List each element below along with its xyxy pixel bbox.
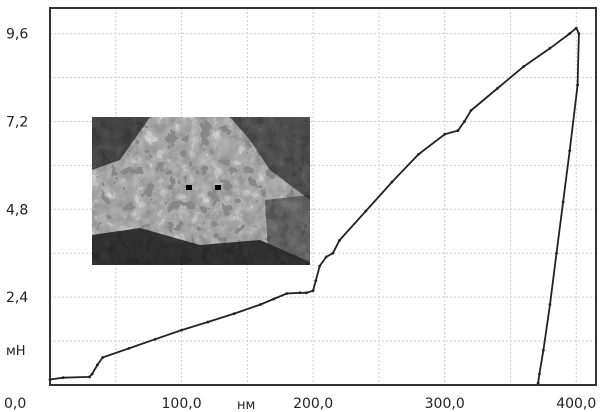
x-axis-unit-label: нм: [237, 398, 255, 412]
data-point: [541, 348, 545, 352]
data-point: [548, 46, 552, 50]
data-point: [574, 26, 578, 30]
data-point: [568, 149, 572, 153]
data-point: [364, 209, 368, 213]
x-tick-label: 400,0: [556, 396, 596, 412]
data-point: [390, 180, 394, 184]
data-point: [456, 129, 460, 133]
y-tick-label: 4,8: [6, 202, 28, 218]
micrograph-image: [92, 117, 310, 265]
axis-labels: 2,4 4,8 7,2 9,6 0,0 100,0 200,0 300,0 400,0: [4, 27, 596, 412]
x-tick-label: 200,0: [293, 396, 333, 412]
data-point: [463, 120, 466, 123]
data-point: [232, 312, 236, 316]
data-point: [416, 153, 420, 156]
data-point: [561, 200, 565, 204]
data-point: [88, 375, 91, 379]
y-tick-label: 2,4: [6, 290, 28, 306]
data-point: [577, 32, 581, 36]
data-point: [127, 346, 131, 350]
data-point: [90, 372, 94, 376]
data-point: [153, 337, 157, 341]
data-point: [285, 292, 289, 295]
data-point: [555, 251, 558, 255]
x-tick-label: 0,0: [4, 396, 26, 412]
x-tick-label: 300,0: [425, 396, 465, 412]
plot-frame: [49, 7, 597, 386]
data-point: [495, 87, 499, 90]
data-point: [305, 291, 308, 295]
x-tick-label: 100,0: [162, 396, 202, 412]
data-point: [576, 83, 579, 87]
data-point: [61, 376, 65, 380]
data-point: [331, 251, 335, 255]
data-point: [101, 356, 105, 359]
data-point: [538, 372, 541, 376]
data-point: [206, 320, 210, 324]
y-tick-label: 7,2: [6, 114, 28, 130]
data-point: [568, 32, 572, 36]
data-point: [272, 297, 276, 301]
data-point: [338, 239, 341, 242]
data-point: [548, 303, 552, 306]
data-point: [522, 65, 526, 68]
data-point: [259, 303, 262, 306]
data-point: [469, 109, 473, 112]
data-point: [298, 291, 302, 295]
data-point: [443, 132, 447, 136]
y-axis-unit-label: мН: [6, 344, 26, 359]
data-point: [180, 328, 183, 332]
data-point: [311, 289, 315, 292]
data-point: [48, 378, 52, 381]
series-layer: [48, 26, 581, 385]
data-point: [95, 363, 99, 367]
y-tick-label: 9,6: [6, 27, 28, 43]
data-point: [314, 279, 318, 283]
data-point: [536, 381, 540, 385]
data-point: [324, 255, 328, 259]
data-point: [318, 264, 322, 268]
